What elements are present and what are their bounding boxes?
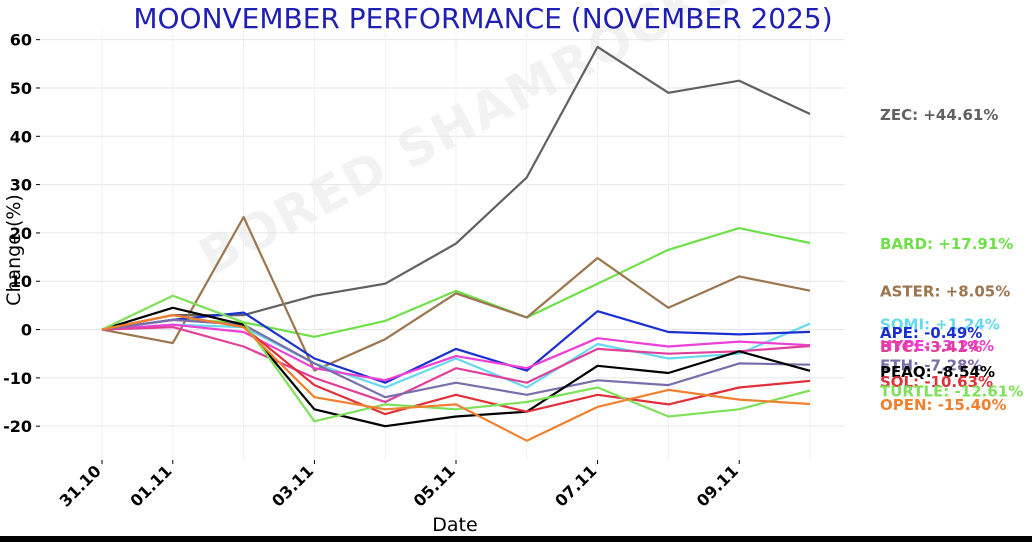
series-label-open: OPEN: -15.40%: [880, 396, 1006, 414]
series-label-aster: ASTER: +8.05%: [880, 283, 1010, 301]
x-tick-label: 09.11: [693, 461, 742, 510]
y-tick-label: 50: [10, 79, 32, 98]
series-line-turtle: [101, 294, 811, 423]
axis-layer: -20 -10 0 10 20 30 40 50 60 31.10 01.11 03.11 05.11 0…: [3, 31, 742, 511]
series-label-zec: ZEC: +44.61%: [880, 106, 998, 124]
series-line-bard: [101, 227, 811, 338]
y-tick-label: 30: [10, 176, 32, 195]
y-axis-label: Change (%): [3, 194, 25, 306]
y-tick-label: -10: [3, 369, 32, 388]
x-tick-label: 31.10: [56, 461, 105, 510]
series-label-sol: SOL: -10.63%: [880, 373, 993, 391]
grid-layer: [40, 30, 845, 460]
series-label-btc: BTC: -3.41%: [880, 338, 982, 356]
series-line-btc: [101, 326, 811, 404]
series-label-ape: APE: -0.49%: [880, 324, 982, 342]
x-axis-label: Date: [432, 514, 477, 536]
series-line-open: [101, 314, 811, 442]
series-label-hype: HYPE: -3.24%: [880, 337, 994, 355]
series-line-aster: [101, 215, 811, 372]
series-line-somi: [101, 322, 811, 389]
series-label-somi: SOMI: +1.24%: [880, 316, 1000, 334]
y-tick-label: 60: [10, 31, 32, 50]
y-tick-label: -20: [3, 417, 32, 436]
x-tick-label: 01.11: [126, 461, 175, 510]
series-line-hype: [101, 323, 811, 382]
series-line-ape: [101, 310, 811, 384]
series-label-eth: ETH: -7.28%: [880, 357, 983, 375]
y-tick-label: 0: [21, 321, 32, 340]
series-label-layer: ZEC: +44.61% BARD: +17.91% ASTER: +8.05% SO…: [880, 106, 1023, 414]
series-label-turtle: TURTLE: -12.61%: [880, 382, 1023, 400]
x-tick-label: 07.11: [551, 461, 600, 510]
y-tick-label: 10: [10, 272, 32, 291]
series-label-bard: BARD: +17.91%: [880, 235, 1013, 253]
series-label-peaq: PEAQ: -8.54%: [880, 363, 995, 381]
series-layer: [101, 45, 811, 442]
y-tick-label: 20: [10, 224, 32, 243]
bottom-border: [0, 536, 1032, 542]
series-line-peaq: [101, 306, 811, 428]
x-tick-label: 03.11: [268, 461, 317, 510]
chart-title: MOONVEMBER PERFORMANCE (NOVEMBER 2025): [133, 2, 833, 35]
y-tick-label: 40: [10, 127, 32, 146]
x-tick-label: 05.11: [410, 461, 459, 510]
